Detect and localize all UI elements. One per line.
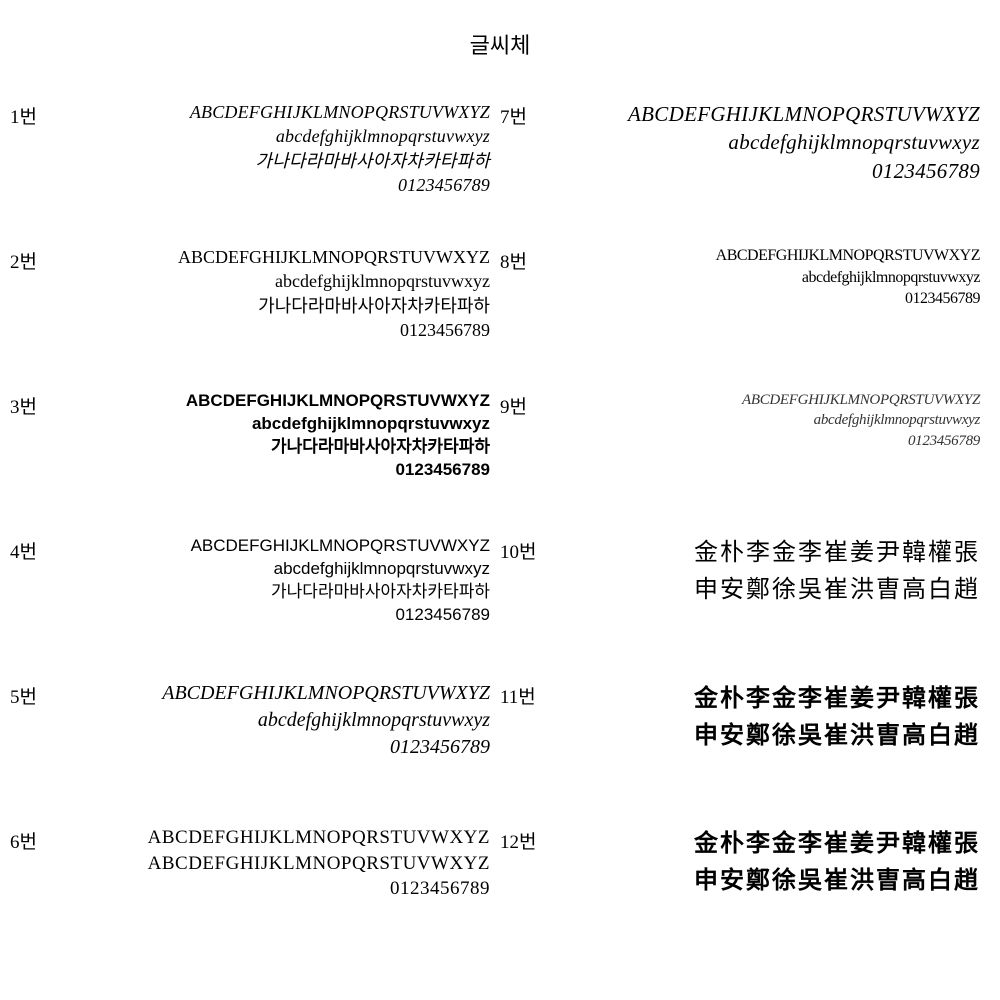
font-label: 10번 xyxy=(500,535,560,564)
font-label: 11번 xyxy=(500,680,560,709)
sample-line: abcdefghijklmnopqrstuvwxyz xyxy=(258,707,490,734)
font-sample: 金朴李金李崔姜尹韓權張申安鄭徐吳崔洪曺高白趙 xyxy=(560,825,980,899)
font-sample: ABCDEFGHIJKLMNOPQRSTUVWXYZabcdefghijklmn… xyxy=(70,680,490,761)
sample-line: 가나다라마바사아자차카타파하 xyxy=(258,294,490,318)
sample-line: 가나다라마바사아자차카타파하 xyxy=(271,581,490,604)
font-sample: ABCDEFGHIJKLMNOPQRSTUVWXYZabcdefghijklmn… xyxy=(560,100,980,185)
font-sample: ABCDEFGHIJKLMNOPQRSTUVWXYZabcdefghijklmn… xyxy=(70,100,490,197)
font-cell-n7: 7번ABCDEFGHIJKLMNOPQRSTUVWXYZabcdefghijkl… xyxy=(500,100,990,245)
sample-line: 0123456789 xyxy=(908,431,980,451)
font-sample: ABCDEFGHIJKLMNOPQRSTUVWXYZabcdefghijklmn… xyxy=(70,390,490,482)
sample-line: 0123456789 xyxy=(400,318,490,342)
font-sample: ABCDEFGHIJKLMNOPQRSTUVWXYZabcdefghijklmn… xyxy=(70,535,490,627)
font-sample: 金朴李金李崔姜尹韓權張申安鄭徐吳崔洪曺高白趙 xyxy=(560,680,980,754)
font-cell-n3: 3번ABCDEFGHIJKLMNOPQRSTUVWXYZabcdefghijkl… xyxy=(10,390,500,535)
sample-line: abcdefghijklmnopqrstuvwxyz xyxy=(252,413,490,436)
page-title: 글씨체 xyxy=(0,28,1000,60)
font-row: 4번ABCDEFGHIJKLMNOPQRSTUVWXYZabcdefghijkl… xyxy=(10,535,990,680)
sample-line: abcdefghijklmnopqrstuvwxyz xyxy=(275,269,490,293)
sample-line: 申安鄭徐吳崔洪曺高白趙 xyxy=(694,717,980,754)
sample-line: abcdefghijklmnopqrstuvwxyz xyxy=(814,410,980,430)
font-row: 3번ABCDEFGHIJKLMNOPQRSTUVWXYZabcdefghijkl… xyxy=(10,390,990,535)
sample-line: ABCDEFGHIJKLMNOPQRSTUVWXYZ xyxy=(742,390,980,410)
font-label: 12번 xyxy=(500,825,560,854)
font-label: 2번 xyxy=(10,245,70,274)
font-label: 1번 xyxy=(10,100,70,129)
font-cell-n1: 1번ABCDEFGHIJKLMNOPQRSTUVWXYZabcdefghijkl… xyxy=(10,100,500,245)
sample-line: 0123456789 xyxy=(395,459,490,482)
font-sample: ABCDEFGHIJKLMNOPQRSTUVWXYZABCDEFGHIJKLMN… xyxy=(70,825,490,902)
font-sample: 金朴李金李崔姜尹韓權張申安鄭徐吳崔洪曺高白趙 xyxy=(560,535,980,609)
sample-line: ABCDEFGHIJKLMNOPQRSTUVWXYZ xyxy=(178,245,490,269)
font-cell-n11: 11번金朴李金李崔姜尹韓權張申安鄭徐吳崔洪曺高白趙 xyxy=(500,680,990,825)
sample-line: abcdefghijklmnopqrstuvwxyz xyxy=(276,124,490,148)
font-label: 6번 xyxy=(10,825,70,854)
sample-line: 申安鄭徐吳崔洪曺高白趙 xyxy=(694,572,980,609)
sample-line: abcdefghijklmnopqrstuvwxyz xyxy=(802,267,980,289)
sample-line: 가나다라마바사아자차카타파하 xyxy=(271,436,490,459)
font-cell-n5: 5번ABCDEFGHIJKLMNOPQRSTUVWXYZabcdefghijkl… xyxy=(10,680,500,825)
sample-line: 申安鄭徐吳崔洪曺高白趙 xyxy=(694,862,980,899)
sample-line: 0123456789 xyxy=(872,157,980,185)
sample-line: ABCDEFGHIJKLMNOPQRSTUVWXYZ xyxy=(628,100,980,128)
font-grid: 1번ABCDEFGHIJKLMNOPQRSTUVWXYZabcdefghijkl… xyxy=(10,100,990,970)
font-row: 5번ABCDEFGHIJKLMNOPQRSTUVWXYZabcdefghijkl… xyxy=(10,680,990,825)
sample-line: 가나다라마바사아자차카타파하 xyxy=(255,149,490,173)
font-label: 8번 xyxy=(500,245,560,274)
font-row: 6번ABCDEFGHIJKLMNOPQRSTUVWXYZABCDEFGHIJKL… xyxy=(10,825,990,970)
font-sample: ABCDEFGHIJKLMNOPQRSTUVWXYZabcdefghijklmn… xyxy=(560,245,980,310)
font-label: 9번 xyxy=(500,390,560,419)
font-cell-n12: 12번金朴李金李崔姜尹韓權張申安鄭徐吳崔洪曺高白趙 xyxy=(500,825,990,970)
sample-line: 0123456789 xyxy=(390,734,490,761)
font-sample: ABCDEFGHIJKLMNOPQRSTUVWXYZabcdefghijklmn… xyxy=(560,390,980,451)
font-label: 3번 xyxy=(10,390,70,419)
sample-line: abcdefghijklmnopqrstuvwxyz xyxy=(728,128,980,156)
font-cell-n4: 4번ABCDEFGHIJKLMNOPQRSTUVWXYZabcdefghijkl… xyxy=(10,535,500,680)
sample-line: ABCDEFGHIJKLMNOPQRSTUVWXYZ xyxy=(191,535,490,558)
sample-line: 0123456789 xyxy=(390,876,490,902)
font-label: 7번 xyxy=(500,100,560,129)
sample-line: abcdefghijklmnopqrstuvwxyz xyxy=(274,558,490,581)
sample-line: ABCDEFGHIJKLMNOPQRSTUVWXYZ xyxy=(148,825,490,851)
font-cell-n6: 6번ABCDEFGHIJKLMNOPQRSTUVWXYZABCDEFGHIJKL… xyxy=(10,825,500,970)
font-label: 4번 xyxy=(10,535,70,564)
sample-line: 金朴李金李崔姜尹韓權張 xyxy=(694,825,980,862)
sample-line: 金朴李金李崔姜尹韓權張 xyxy=(694,535,980,572)
font-sample: ABCDEFGHIJKLMNOPQRSTUVWXYZabcdefghijklmn… xyxy=(70,245,490,342)
font-label: 5번 xyxy=(10,680,70,709)
font-row: 1번ABCDEFGHIJKLMNOPQRSTUVWXYZabcdefghijkl… xyxy=(10,100,990,245)
sample-line: ABCDEFGHIJKLMNOPQRSTUVWXYZ xyxy=(186,390,490,413)
sample-line: 0123456789 xyxy=(398,173,490,197)
sample-line: ABCDEFGHIJKLMNOPQRSTUVWXYZ xyxy=(716,245,980,267)
font-cell-n10: 10번金朴李金李崔姜尹韓權張申安鄭徐吳崔洪曺高白趙 xyxy=(500,535,990,680)
sample-line: 金朴李金李崔姜尹韓權張 xyxy=(694,680,980,717)
font-row: 2번ABCDEFGHIJKLMNOPQRSTUVWXYZabcdefghijkl… xyxy=(10,245,990,390)
sample-line: 0123456789 xyxy=(905,288,980,310)
sample-line: 0123456789 xyxy=(395,604,490,627)
font-cell-n2: 2번ABCDEFGHIJKLMNOPQRSTUVWXYZabcdefghijkl… xyxy=(10,245,500,390)
sample-line: ABCDEFGHIJKLMNOPQRSTUVWXYZ xyxy=(162,680,490,707)
sample-line: ABCDEFGHIJKLMNOPQRSTUVWXYZ xyxy=(148,851,490,877)
font-cell-n9: 9번ABCDEFGHIJKLMNOPQRSTUVWXYZabcdefghijkl… xyxy=(500,390,990,535)
font-cell-n8: 8번ABCDEFGHIJKLMNOPQRSTUVWXYZabcdefghijkl… xyxy=(500,245,990,390)
sample-line: ABCDEFGHIJKLMNOPQRSTUVWXYZ xyxy=(190,100,490,124)
